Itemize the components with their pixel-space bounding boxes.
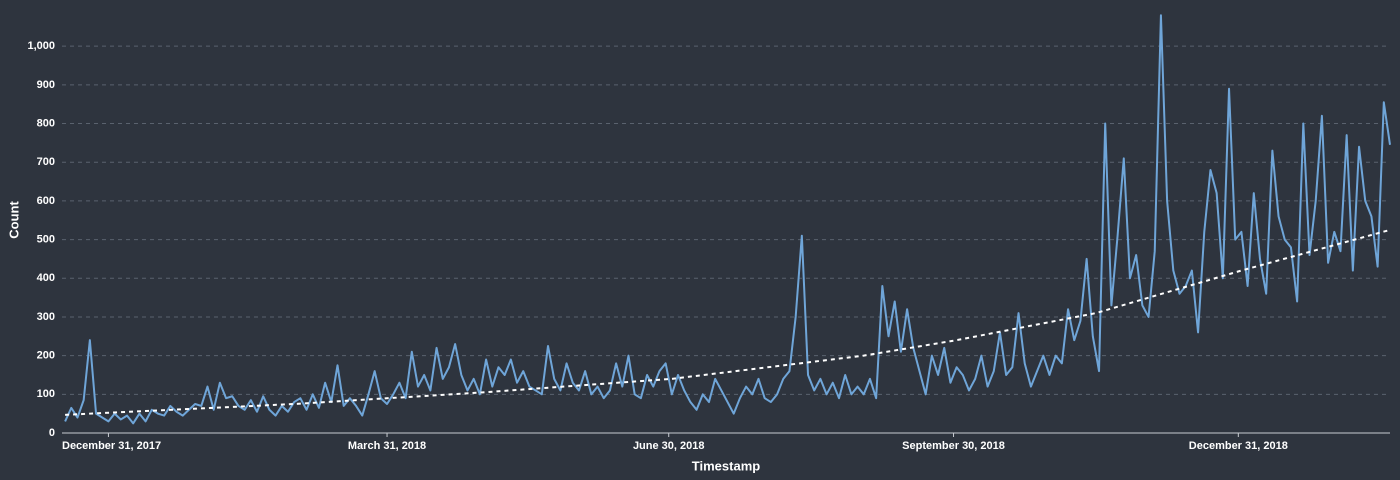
y-tick-label: 300 <box>37 311 55 323</box>
y-tick-label: 400 <box>37 272 55 284</box>
trend-line <box>65 228 1391 416</box>
y-tick-label: 800 <box>37 117 55 129</box>
x-tick-label: September 30, 2018 <box>902 440 1005 452</box>
x-tick-label: March 31, 2018 <box>348 440 426 452</box>
y-tick-label: 500 <box>37 233 55 245</box>
y-tick-label: 600 <box>37 195 55 207</box>
y-axis-label: Count <box>6 201 21 239</box>
x-axis-label: Timestamp <box>692 458 760 473</box>
x-tick-label: June 30, 2018 <box>633 440 705 452</box>
y-tick-label: 1,000 <box>27 40 55 52</box>
y-tick-label: 100 <box>37 388 55 400</box>
y-tick-label: 200 <box>37 350 55 362</box>
x-tick-label: December 31, 2018 <box>1189 440 1288 452</box>
x-tick-label: December 31, 2017 <box>62 440 161 452</box>
y-tick-label: 700 <box>37 156 55 168</box>
data-line <box>64 14 1391 425</box>
y-tick-label: 0 <box>49 427 55 439</box>
y-tick-label: 900 <box>37 79 55 91</box>
